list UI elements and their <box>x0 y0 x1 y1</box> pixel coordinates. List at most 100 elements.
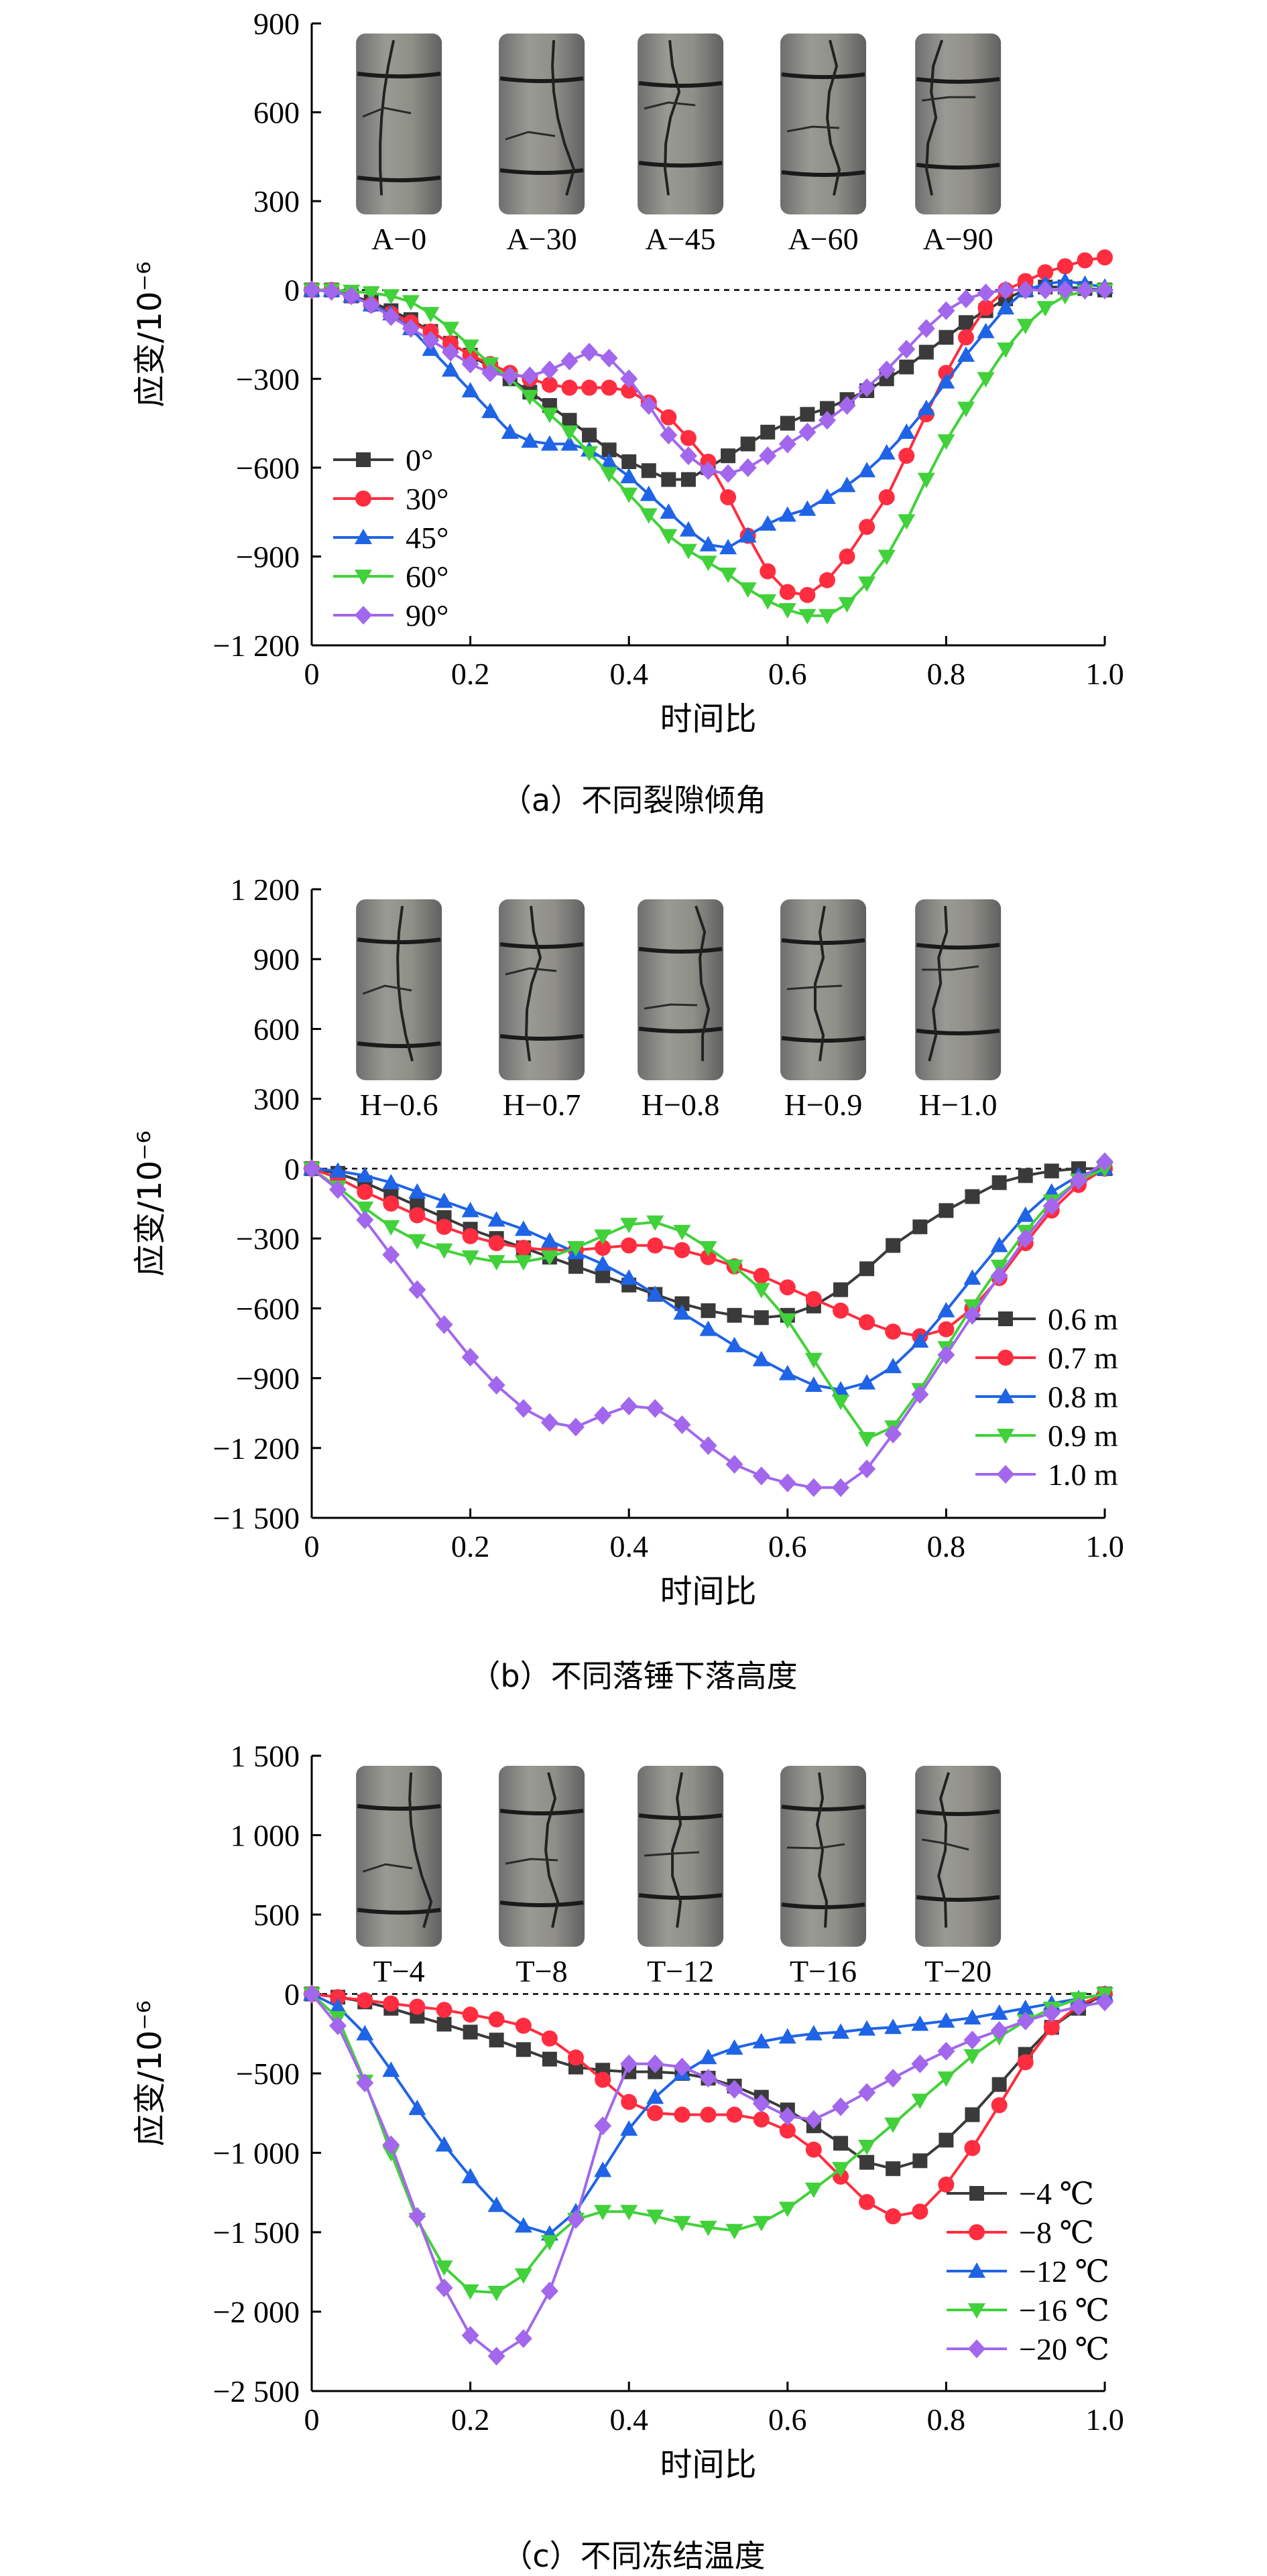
legend-label: 0.7 m <box>1048 1341 1118 1375</box>
y-tick-label: 1 200 <box>231 873 300 907</box>
data-point <box>753 1267 770 1284</box>
specimen-crack <box>671 1772 684 1928</box>
x-tick-label: 1.0 <box>1085 657 1124 691</box>
data-point <box>699 535 717 552</box>
data-point <box>568 1259 583 1274</box>
data-point <box>515 2017 532 2034</box>
data-point <box>699 2069 717 2088</box>
data-point <box>594 1229 612 1245</box>
specimen-band <box>357 1804 441 1811</box>
data-point <box>799 586 816 603</box>
data-point <box>461 1348 479 1367</box>
data-point <box>408 1183 426 1199</box>
chart-panel-a: A−0 A−30 A−45 A−60 A−90 900 600 300 0 −300 −600 −90… <box>131 7 1124 738</box>
y-tick-label: −900 <box>236 1362 300 1396</box>
data-point <box>489 2033 504 2048</box>
caption-a: （a）不同裂隙倾角 <box>500 782 767 818</box>
specimen-band <box>357 176 441 182</box>
specimen-crack <box>551 40 576 196</box>
data-point <box>699 1436 717 1456</box>
data-point <box>760 424 776 440</box>
data-point <box>977 322 995 338</box>
x-tick-label: 0.8 <box>927 2402 966 2437</box>
y-tick-label: −2 000 <box>213 2295 300 2329</box>
data-point <box>938 1321 955 1338</box>
data-point <box>917 472 935 489</box>
specimen-label: T−16 <box>790 1954 857 1988</box>
data-point <box>679 521 697 537</box>
data-point <box>798 608 817 625</box>
data-point <box>660 529 678 545</box>
data-point <box>991 2077 1007 2092</box>
data-point <box>620 2120 638 2136</box>
data-point <box>1017 2054 1034 2071</box>
data-point <box>620 1218 638 1234</box>
specimen-body <box>915 1766 1002 1947</box>
data-point <box>521 432 539 448</box>
data-point <box>487 2286 505 2302</box>
data-point <box>818 489 836 505</box>
data-point <box>463 2024 478 2040</box>
data-point <box>752 2215 770 2232</box>
data-point <box>833 1302 849 1319</box>
data-point <box>858 462 876 478</box>
data-point <box>838 396 856 415</box>
legend-marker <box>969 2186 984 2201</box>
data-point <box>721 448 736 464</box>
y-tick-label: 600 <box>253 1012 300 1046</box>
data-point <box>461 2326 479 2345</box>
data-point <box>778 434 796 454</box>
data-point <box>800 407 815 422</box>
data-point <box>859 1261 875 1277</box>
y-tick-label: 600 <box>253 96 300 130</box>
legend-label: −16 ℃ <box>1019 2293 1109 2327</box>
data-point <box>699 2220 717 2236</box>
data-point <box>303 1984 320 2004</box>
data-point <box>383 1196 400 1212</box>
data-point <box>436 2016 452 2032</box>
y-tick-label: 1 500 <box>231 1739 300 1773</box>
data-point <box>1042 1196 1061 1216</box>
series-2 <box>304 1986 1113 2225</box>
data-point <box>937 1345 955 1364</box>
data-point <box>912 2203 928 2220</box>
data-point <box>990 2021 1008 2041</box>
data-point <box>859 2154 875 2170</box>
caption-c: （c）不同冻结温度 <box>501 2538 766 2574</box>
data-point <box>699 1320 717 1336</box>
data-point <box>501 366 519 385</box>
data-point <box>937 2012 955 2028</box>
data-point <box>965 1189 980 1204</box>
data-point <box>725 2079 743 2099</box>
y-tick-label: −1 500 <box>213 2215 300 2250</box>
data-point <box>832 2097 850 2116</box>
data-point <box>937 2071 955 2087</box>
specimen-band <box>916 1809 1000 1816</box>
data-point <box>839 548 855 565</box>
data-point <box>779 1279 796 1296</box>
data-point <box>859 1314 876 1331</box>
specimen-crack <box>362 107 412 118</box>
data-point <box>699 461 717 480</box>
legend-label: 1.0 m <box>1048 1458 1118 1492</box>
data-point <box>542 2051 557 2067</box>
data-point <box>957 289 975 308</box>
data-point <box>646 2209 664 2226</box>
specimen-band <box>781 1036 865 1043</box>
data-point <box>600 453 618 469</box>
data-point <box>461 339 479 355</box>
specimen-crack <box>505 1858 558 1865</box>
data-point <box>673 1224 691 1240</box>
data-point <box>362 295 380 314</box>
legend-marker <box>969 2224 985 2240</box>
data-point <box>646 1215 664 1231</box>
data-point <box>514 2217 532 2233</box>
data-point <box>739 458 757 477</box>
data-point <box>679 543 697 560</box>
data-point <box>436 2002 452 2018</box>
data-point <box>382 307 400 326</box>
data-point <box>540 407 558 424</box>
x-tick-label: 1.0 <box>1085 2402 1124 2437</box>
data-point <box>701 1303 716 1318</box>
data-point <box>726 2106 743 2123</box>
